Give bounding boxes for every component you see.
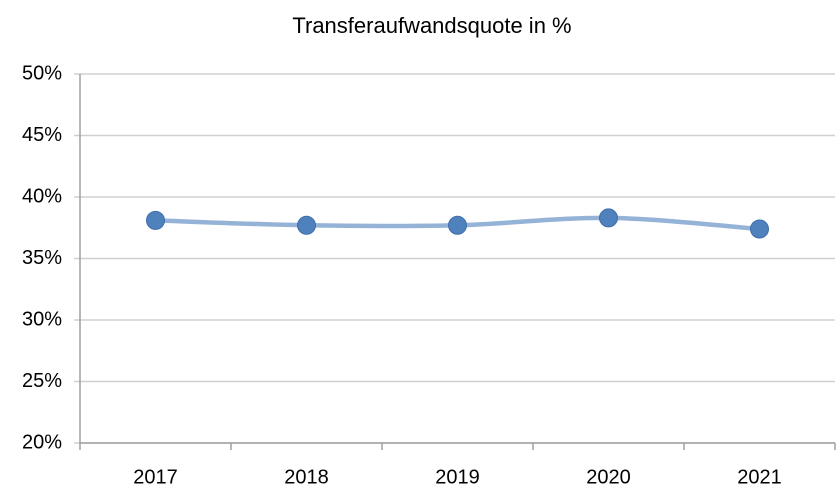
x-tick-label: 2020 <box>586 466 631 487</box>
y-tick-label: 35% <box>22 247 62 269</box>
x-tick-label: 2017 <box>133 466 178 487</box>
y-tick-label: 20% <box>22 431 62 453</box>
chart-title: Transferaufwandsquote in % <box>292 13 571 38</box>
y-tick-label: 30% <box>22 308 62 330</box>
data-point <box>750 219 769 239</box>
x-tick-label: 2019 <box>435 466 480 487</box>
x-tick-label: 2018 <box>284 466 329 487</box>
data-point <box>448 215 467 235</box>
y-tick-label: 25% <box>22 370 62 392</box>
x-tick-label: 2021 <box>737 466 782 487</box>
data-point <box>146 210 165 230</box>
data-point <box>297 215 316 235</box>
y-tick-label: 40% <box>22 185 62 207</box>
y-tick-label: 50% <box>22 62 62 84</box>
data-point <box>599 208 618 228</box>
y-tick-label: 45% <box>22 124 62 146</box>
